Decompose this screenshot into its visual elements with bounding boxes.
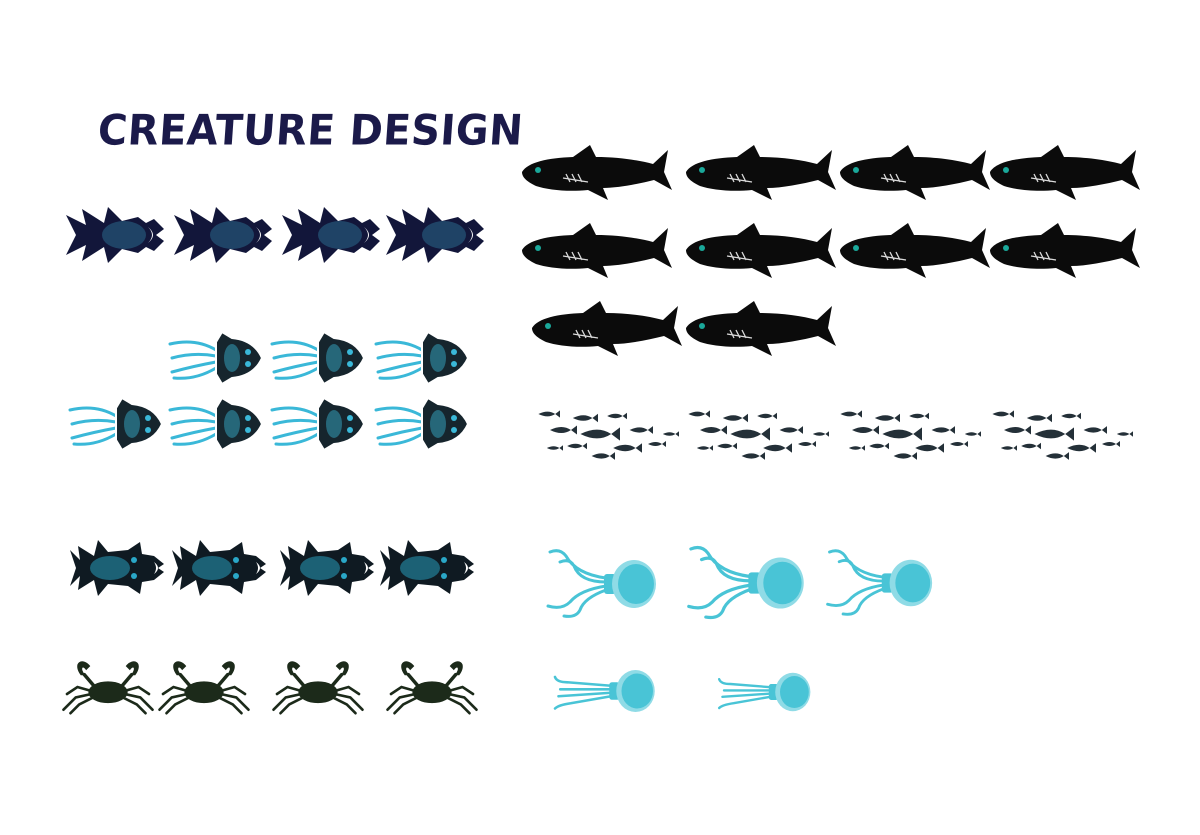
fish-school-sprite [688, 410, 829, 460]
shark-sprite [686, 301, 836, 356]
shark-sprite [686, 223, 836, 278]
shark-sprite [532, 301, 682, 356]
jellyfish-sprite [687, 545, 804, 620]
shark-sprite [522, 145, 672, 200]
jellyfish-sprite [553, 670, 655, 712]
fish-school-sprite [538, 410, 679, 460]
shark-sprite [686, 145, 836, 200]
sheet-title: CREATURE DESIGN [96, 106, 525, 156]
crab-sprite [386, 661, 478, 715]
squid-sprite [168, 330, 264, 386]
shark-sprite [990, 145, 1140, 200]
beetle-sprite [70, 540, 164, 596]
crab-sprite [272, 661, 364, 715]
squid-sprite [68, 396, 164, 452]
anglerfish-sprite [66, 207, 164, 263]
squid-sprite [374, 396, 470, 452]
squid-sprite [270, 330, 366, 386]
squid-sprite [270, 396, 366, 452]
shark-sprite [522, 223, 672, 278]
anglerfish-sprite [174, 207, 272, 263]
jellyfish-sprite [546, 549, 656, 618]
shark-sprite [990, 223, 1140, 278]
beetle-sprite [280, 540, 374, 596]
jellyfish-sprite [826, 549, 933, 616]
crab-sprite [62, 661, 154, 715]
crab-sprite [158, 661, 250, 715]
fish-school-sprite [992, 410, 1133, 460]
anglerfish-sprite [282, 207, 380, 263]
squid-sprite [168, 396, 264, 452]
anglerfish-sprite [386, 207, 484, 263]
squid-sprite [374, 330, 470, 386]
shark-sprite [840, 145, 990, 200]
beetle-sprite [172, 540, 266, 596]
shark-sprite [840, 223, 990, 278]
fish-school-sprite [840, 410, 981, 460]
beetle-sprite [380, 540, 474, 596]
jellyfish-sprite [717, 672, 811, 712]
